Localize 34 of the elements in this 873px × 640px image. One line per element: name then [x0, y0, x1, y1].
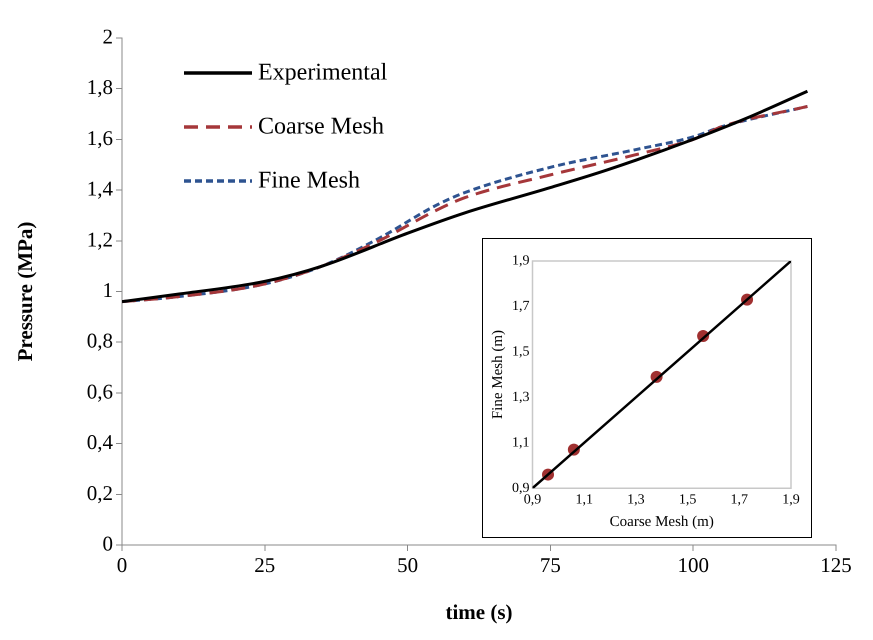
y-tick-label: 2 [102, 24, 113, 49]
legend-label: Experimental [258, 59, 388, 86]
y-tick-label: 1,4 [86, 176, 114, 201]
y-tick-label: 0,4 [86, 430, 114, 454]
y-tick-label: 1 [102, 278, 113, 302]
y-tick-label: 0,2 [86, 480, 113, 505]
x-tick-label: 50 [397, 553, 418, 578]
legend-label: Fine Mesh [258, 167, 360, 194]
y-tick-label: 1,6 [86, 126, 113, 150]
y-tick-label: 0,8 [86, 328, 113, 353]
x-axis-title: Coarse Mesh (m) [610, 514, 714, 530]
x-axis-title: time (s) [445, 600, 513, 624]
x-tick-label: 75 [540, 553, 561, 578]
y-tick-label: 1,8 [86, 75, 113, 100]
y-tick-label: 1,3 [512, 390, 530, 405]
x-tick-label: 125 [820, 553, 852, 578]
y-tick-label: 1,1 [512, 435, 530, 450]
y-tick-label: 0 [102, 532, 113, 556]
x-tick-label: 1,1 [575, 492, 593, 508]
x-tick-label: 25 [254, 553, 276, 578]
legend-label: Coarse Mesh [258, 113, 384, 140]
x-tick-label: 1,9 [782, 492, 800, 508]
y-axis-title: Pressure (MPa) [13, 222, 38, 362]
y-tick-label: 1,9 [512, 254, 530, 269]
y-axis-title: Fine Mesh (m) [490, 330, 506, 420]
y-tick-label: 1,5 [512, 344, 530, 360]
x-tick-label: 1,5 [678, 492, 696, 508]
x-tick-label: 1,7 [730, 492, 748, 508]
y-tick-label: 1,7 [512, 299, 530, 314]
y-tick-label: 0,6 [86, 379, 113, 404]
x-tick-label: 0,9 [524, 492, 542, 508]
x-tick-label: 100 [677, 553, 709, 578]
x-tick-label: 1,3 [627, 492, 645, 508]
y-tick-label: 1,2 [86, 227, 113, 252]
